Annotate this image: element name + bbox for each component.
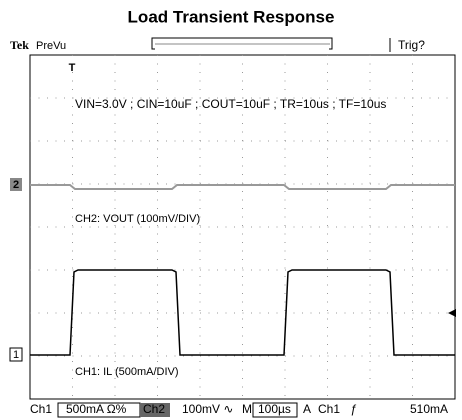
time-box <box>252 402 298 418</box>
record-bracket <box>151 37 333 50</box>
ch2-marker-box <box>10 178 22 191</box>
status: A <box>303 402 311 416</box>
ch2-waveform <box>30 184 455 190</box>
status: 500mA Ω% <box>66 402 127 416</box>
ch1-waveform <box>30 269 455 356</box>
trigger-level <box>448 309 456 317</box>
status: M <box>242 402 252 416</box>
status: ƒ <box>350 402 357 416</box>
status: Ch1 <box>30 402 52 416</box>
ch1-label: CH1: IL (500mA/DIV) <box>75 366 179 378</box>
ch1-marker: 1 <box>13 349 19 361</box>
brand: Tek <box>10 38 29 52</box>
status: Ch1 <box>318 402 340 416</box>
ch2-box <box>140 403 170 417</box>
status: 100mV ∿ <box>182 402 233 416</box>
status: 100µs <box>258 402 291 416</box>
ch2-label: CH2: VOUT (100mV/DIV) <box>75 213 200 225</box>
ch1-marker-box <box>9 347 23 362</box>
title: Load Transient Response <box>128 7 335 26</box>
ch2-marker: 2 <box>13 179 19 191</box>
conditions: VIN=3.0V ; CIN=10uF ; COUT=10uF ; TR=10u… <box>75 97 386 111</box>
status: Ch2 <box>143 402 165 416</box>
status: 510mA <box>410 402 448 416</box>
trigger-status: Trig? <box>398 38 425 52</box>
trigger-marker: T <box>69 62 76 74</box>
mode: PreVu <box>36 40 66 52</box>
